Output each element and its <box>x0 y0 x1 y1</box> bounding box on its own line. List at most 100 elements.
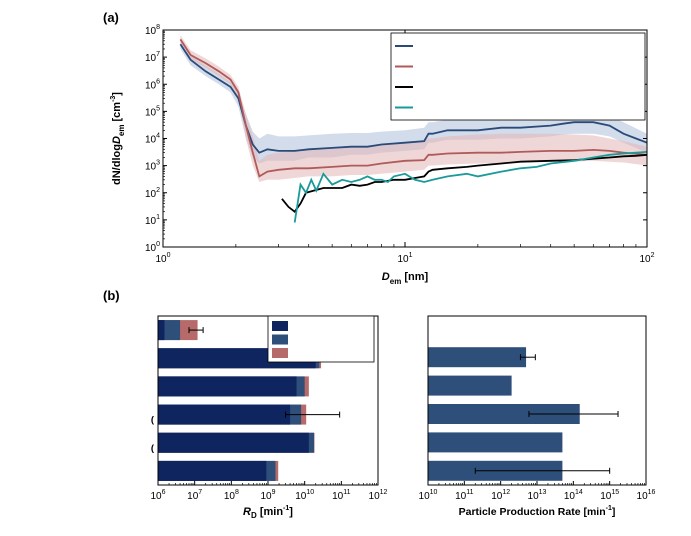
panel-a-label: (a) <box>103 10 119 25</box>
x-tick-label-0: 106 <box>150 489 165 502</box>
y-tick-label-8-base: 10 <box>145 26 157 37</box>
x-axis-label: Dem [nm] <box>382 271 429 286</box>
x-axis-label-sub: em <box>390 277 402 286</box>
category-open: ( <box>151 443 155 454</box>
y-axis-label: dN/dlogDem [cm-3] <box>110 92 126 185</box>
bar-0 <box>428 347 527 368</box>
y-tick-label-2-exp: 2 <box>156 187 160 194</box>
y-tick-label-5-base: 10 <box>145 107 157 118</box>
x-tick-label-1-base: 10 <box>187 491 199 502</box>
y-tick-label-5-exp: 5 <box>156 105 160 112</box>
x-axis-label-close: ] <box>612 506 616 518</box>
y-tick-label-2: 102 <box>145 187 160 200</box>
legend-box <box>390 32 646 121</box>
x-tick-label-5-base: 10 <box>332 491 344 502</box>
x-tick-label-3-exp: 9 <box>272 489 276 496</box>
bar-0-head-airways <box>158 320 165 341</box>
x-tick-label-0-exp: 10 <box>430 489 438 496</box>
series-0-line <box>179 43 648 154</box>
bar-5-head-airways <box>158 460 267 481</box>
x-tick-label-6: 1012 <box>369 489 388 502</box>
x-axis-label-symbol: D <box>382 271 390 283</box>
x-tick-label-0: 1010 <box>419 489 438 502</box>
legend-swatch-0 <box>272 321 288 331</box>
x-tick-label-5: 1011 <box>332 489 350 502</box>
category-open: ( <box>151 415 155 426</box>
bar-4-head-airways <box>158 432 309 453</box>
y-tick-label-6-base: 10 <box>145 80 157 91</box>
series-0-band <box>180 38 647 164</box>
x-axis-label-exp: -1 <box>283 505 289 512</box>
category-label-3: ( <box>151 415 155 426</box>
y-tick-label-4-exp: 4 <box>156 133 160 140</box>
series-1-band <box>180 35 647 182</box>
x-tick-label-4: 1010 <box>295 489 314 502</box>
y-tick-label-8: 108 <box>145 24 160 37</box>
x-tick-label-4-base: 10 <box>564 491 576 502</box>
y-tick-label-0: 100 <box>145 241 160 254</box>
panel-b-label: (b) <box>103 288 120 303</box>
y-tick-label-4: 104 <box>145 133 160 146</box>
y-tick-label-8-exp: 8 <box>156 24 160 31</box>
x-tick-label-2-base: 10 <box>491 491 503 502</box>
y-tick-label-2-base: 10 <box>145 189 157 200</box>
y-tick-label-3-exp: 3 <box>156 160 160 167</box>
y-axis-label-exp: -3 <box>110 96 117 102</box>
x-axis-label-symbol: R <box>243 506 251 518</box>
x-tick-label-0-base: 10 <box>419 491 431 502</box>
y-tick-label-0-base: 10 <box>145 243 157 254</box>
x-tick-label-4: 1014 <box>564 489 583 502</box>
x-axis-label-sub: D <box>251 511 257 520</box>
x-tick-label-1-base: 10 <box>455 491 467 502</box>
x-axis-label: Particle Production Rate [min-1] <box>459 505 616 518</box>
x-tick-label-1: 107 <box>187 489 202 502</box>
x-tick-label-3: 109 <box>260 489 275 502</box>
y-axis-label-unit: [cm <box>111 102 123 125</box>
x-tick-label-2: 102 <box>639 252 654 265</box>
x-tick-label-2-base: 10 <box>639 254 651 265</box>
y-tick-label-1-base: 10 <box>145 216 157 227</box>
x-tick-label-6-base: 10 <box>637 491 649 502</box>
plot-area-frame <box>427 315 647 486</box>
x-tick-label-6-base: 10 <box>369 491 381 502</box>
bar-2 <box>428 404 580 424</box>
x-axis-label-main: Particle Production Rate [min <box>459 506 606 518</box>
y-tick-label-4-base: 10 <box>145 135 157 146</box>
legend-swatch-2 <box>272 348 288 358</box>
x-tick-label-2-base: 10 <box>224 491 236 502</box>
x-tick-label-6-exp: 12 <box>380 489 388 496</box>
series-3-line <box>293 151 648 223</box>
x-tick-label-6-exp: 16 <box>648 489 656 496</box>
x-tick-label-4-exp: 14 <box>575 489 583 496</box>
x-axis-label-unit: [min <box>257 506 284 518</box>
y-tick-label-0-exp: 0 <box>156 241 160 248</box>
x-tick-label-1-exp: 1 <box>409 252 413 259</box>
x-tick-label-2-exp: 2 <box>651 252 655 259</box>
y-tick-label-7-base: 10 <box>145 53 157 64</box>
x-tick-label-1-exp: 11 <box>466 489 473 496</box>
x-tick-label-5-base: 10 <box>600 491 612 502</box>
y-tick-label-6-exp: 6 <box>156 78 160 85</box>
x-tick-label-2: 108 <box>224 489 239 502</box>
x-tick-label-3-exp: 13 <box>539 489 547 496</box>
y-tick-label-6: 106 <box>145 78 160 91</box>
x-tick-label-0-base: 10 <box>150 491 162 502</box>
x-axis-label-unit: [nm] <box>401 271 428 283</box>
x-tick-label-5: 1015 <box>600 489 619 502</box>
x-tick-label-1: 101 <box>397 252 412 265</box>
y-tick-label-3-base: 10 <box>145 162 157 173</box>
y-axis-label-main: dN/dlog <box>111 144 123 185</box>
x-tick-label-3-base: 10 <box>260 491 272 502</box>
y-tick-label-1-exp: 1 <box>156 214 160 221</box>
x-tick-label-1: 1011 <box>455 489 473 502</box>
x-tick-label-1-base: 10 <box>397 254 409 265</box>
y-axis-label-symbol: D <box>111 136 123 144</box>
y-tick-label-5: 105 <box>145 105 160 118</box>
series-1-line <box>179 38 648 178</box>
x-tick-label-5-exp: 15 <box>611 489 619 496</box>
x-tick-label-3-base: 10 <box>528 491 540 502</box>
